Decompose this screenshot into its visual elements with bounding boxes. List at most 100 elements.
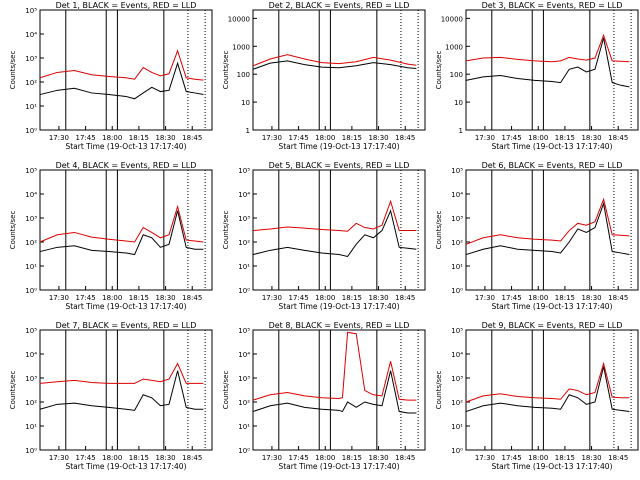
y-axis-label: Counts/sec [222,51,230,90]
x-tick-label: 18:45 [608,454,628,462]
panel-title: Det 8, BLACK = Events, RED = LLD [269,321,410,330]
detector-panel-7: Det 7, BLACK = Events, RED = LLD 10⁰ 10¹ 10… [9,321,213,471]
plot-frame [465,329,639,451]
x-tick-label: 18:15 [555,134,575,142]
x-tick-label: 18:15 [129,134,149,142]
x-tick-label: 17:45 [75,454,95,462]
x-tick-label: 17:45 [501,454,521,462]
x-tick-label: 17:30 [475,134,495,142]
y-tick-label: 10⁵ [238,327,250,335]
series-events-line [39,370,204,411]
y-axis-label: Counts/sec [222,371,230,410]
x-tick-label: 18:45 [182,454,202,462]
x-tick-label: 18:00 [102,454,122,462]
x-tick-label: 17:30 [262,294,282,302]
panel-title: Det 7, BLACK = Events, RED = LLD [56,321,197,330]
x-axis-label: Start Time (19-Oct-13 17:17:40) [491,462,612,471]
x-tick-label: 18:15 [555,454,575,462]
series-lld-line [39,49,204,81]
y-tick-label: 10³ [25,375,37,383]
y-tick-label: 1 [246,127,250,135]
y-tick-label: 10 [241,99,250,107]
panel-title: Det 4, BLACK = Events, RED = LLD [56,161,197,170]
y-axis-label: Counts/sec [9,51,17,90]
x-tick-label: 17:45 [75,294,95,302]
y-tick-label: 10⁰ [451,447,463,455]
detector-panel-8: Det 8, BLACK = Events, RED = LLD 10⁰ 10¹ 10… [222,321,426,471]
x-tick-label: 18:45 [395,294,415,302]
plot-frame [39,9,213,131]
detector-panel-4: Det 4, BLACK = Events, RED = LLD 10⁰ 10¹ 10… [9,161,213,311]
panel-title: Det 1, BLACK = Events, RED = LLD [56,1,197,10]
x-tick-label: 18:00 [528,454,548,462]
x-tick-label: 18:30 [581,294,601,302]
y-tick-label: 10⁵ [451,327,463,335]
x-axis-label: Start Time (19-Oct-13 17:17:40) [65,462,186,471]
y-tick-label: 10000 [441,15,463,23]
y-axis-label: Counts/sec [9,371,17,410]
y-tick-label: 10⁴ [25,351,37,359]
x-tick-label: 18:00 [528,294,548,302]
detector-panel-5: Det 5, BLACK = Events, RED = LLD 10⁰ 10¹ 10… [222,161,426,311]
x-tick-label: 18:45 [395,134,415,142]
y-tick-label: 10⁵ [451,167,463,175]
x-tick-label: 18:30 [155,454,175,462]
y-tick-label: 10 [454,99,463,107]
y-tick-label: 10³ [25,55,37,63]
x-tick-label: 18:45 [608,134,628,142]
y-tick-label: 1000 [232,43,250,51]
x-tick-label: 17:30 [49,294,69,302]
y-axis-label: Counts/sec [435,211,443,250]
y-tick-label: 10¹ [451,423,463,431]
x-axis-label: Start Time (19-Oct-13 17:17:40) [65,302,186,311]
plot-frame [252,169,426,291]
y-tick-label: 10⁰ [25,127,37,135]
y-axis-label: Counts/sec [222,211,230,250]
x-tick-label: 18:15 [342,454,362,462]
y-tick-label: 10³ [451,375,463,383]
plot-frame [39,329,213,451]
series-lld-line [465,197,630,245]
y-tick-label: 10⁵ [25,327,37,335]
y-tick-label: 1000 [445,43,463,51]
plot-frame [252,329,426,451]
y-tick-label: 10⁵ [25,167,37,175]
y-tick-label: 10¹ [25,103,37,111]
y-axis-label: Counts/sec [435,371,443,410]
y-tick-label: 10³ [238,215,250,223]
series-lld-line [39,204,204,243]
y-tick-label: 10⁰ [25,287,37,295]
x-tick-label: 18:15 [129,454,149,462]
series-lld-line [465,33,630,63]
plot-frame [465,169,639,291]
series-events-line [39,61,204,100]
y-tick-label: 10⁰ [238,287,250,295]
detector-panel-3: Det 3, BLACK = Events, RED = LLD 1 10 100 10… [435,1,639,151]
y-tick-label: 10² [238,239,250,247]
series-lld-line [252,54,417,67]
y-tick-label: 10¹ [451,263,463,271]
series-lld-line [252,199,417,232]
x-axis-label: Start Time (19-Oct-13 17:17:40) [278,142,399,151]
y-axis-label: Counts/sec [435,51,443,90]
series-events-line [252,370,417,414]
y-tick-label: 10³ [451,215,463,223]
y-tick-label: 100 [450,71,463,79]
y-tick-label: 10² [451,239,463,247]
x-axis-label: Start Time (19-Oct-13 17:17:40) [491,142,612,151]
x-axis-label: Start Time (19-Oct-13 17:17:40) [278,462,399,471]
plot-frame [39,169,213,291]
x-tick-label: 18:15 [342,294,362,302]
y-tick-label: 10⁴ [25,31,37,39]
detector-panel-9: Det 9, BLACK = Events, RED = LLD 10⁰ 10¹ 10… [435,321,639,471]
y-tick-label: 10⁵ [25,7,37,15]
x-tick-label: 17:45 [288,134,308,142]
x-tick-label: 17:45 [501,294,521,302]
x-tick-label: 18:45 [182,294,202,302]
detector-panel-1: Det 1, BLACK = Events, RED = LLD 10⁰ 10¹ 10… [9,1,213,151]
y-tick-label: 10¹ [25,263,37,271]
y-tick-label: 10² [451,399,463,407]
y-tick-label: 10¹ [238,263,250,271]
series-lld-line [465,361,630,403]
series-events-line [252,209,417,258]
